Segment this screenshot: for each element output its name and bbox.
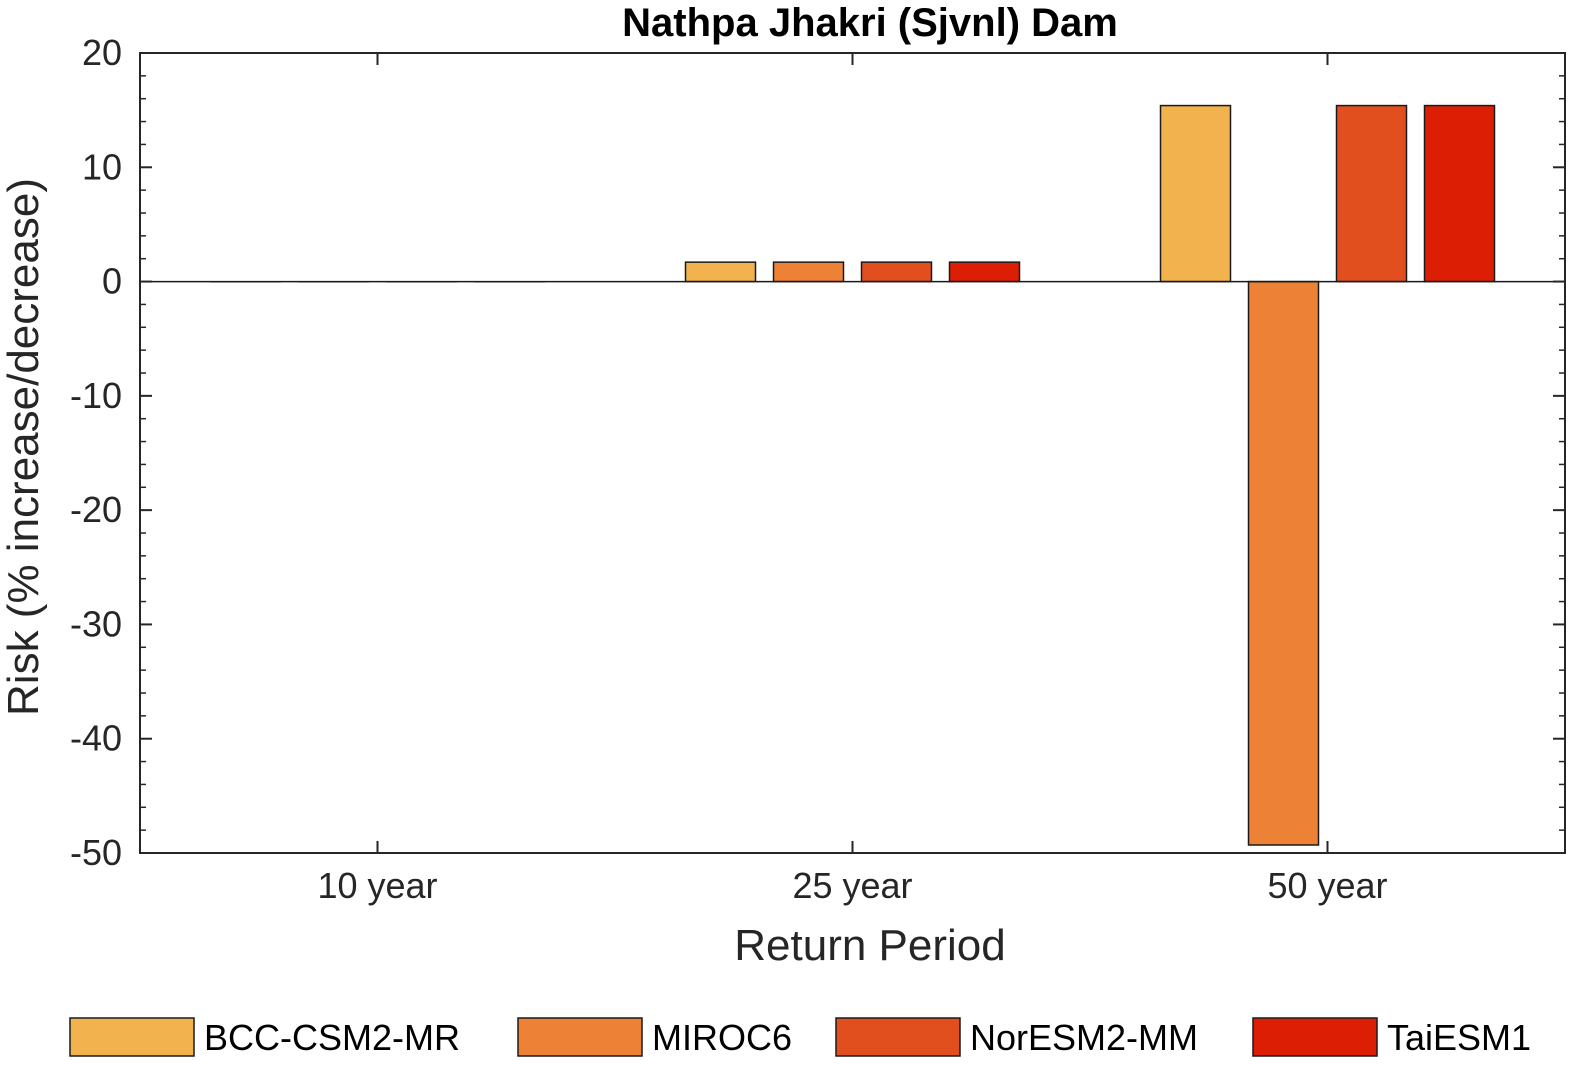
y-tick-label: -10 — [70, 375, 122, 416]
y-tick-label: 10 — [82, 146, 122, 187]
legend-swatch — [1252, 1017, 1378, 1057]
bar — [1247, 280, 1320, 846]
x-tick-label: 10 year — [317, 865, 437, 906]
legend-swatch — [517, 1017, 643, 1057]
plot-area: 20 10 0 -10 -20 -30 -40 -50 10 year 25 year 50 yea… — [70, 32, 1566, 906]
bar — [948, 261, 1021, 283]
x-axis-title: Return Period — [734, 921, 1005, 970]
y-axis-title: Risk (% increase/decrease) — [0, 178, 48, 716]
y-tick-label: -30 — [70, 603, 122, 644]
legend-label: BCC-CSM2-MR — [204, 1017, 460, 1058]
x-tick-label: 25 year — [792, 865, 912, 906]
legend-label: TaiESM1 — [1387, 1017, 1531, 1058]
bar — [1335, 104, 1408, 283]
bar — [860, 261, 933, 283]
legend-label: NorESM2-MM — [970, 1017, 1198, 1058]
bar — [772, 261, 845, 283]
y-tick-label: 20 — [82, 32, 122, 73]
legend: BCC-CSM2-MR MIROC6 NorESM2-MM TaiESM1 — [69, 1017, 1531, 1058]
y-tick-label: 0 — [102, 261, 122, 302]
bar — [1159, 104, 1232, 283]
bar — [684, 261, 757, 283]
bar — [1423, 104, 1496, 283]
chart-title: Nathpa Jhakri (Sjvnl) Dam — [622, 1, 1118, 45]
legend-swatch — [835, 1017, 961, 1057]
legend-label: MIROC6 — [652, 1017, 792, 1058]
y-tick-label: -40 — [70, 718, 122, 759]
y-tick-label: -50 — [70, 832, 122, 873]
legend-swatch — [69, 1017, 195, 1057]
x-tick-label: 50 year — [1267, 865, 1387, 906]
y-tick-label: -20 — [70, 489, 122, 530]
